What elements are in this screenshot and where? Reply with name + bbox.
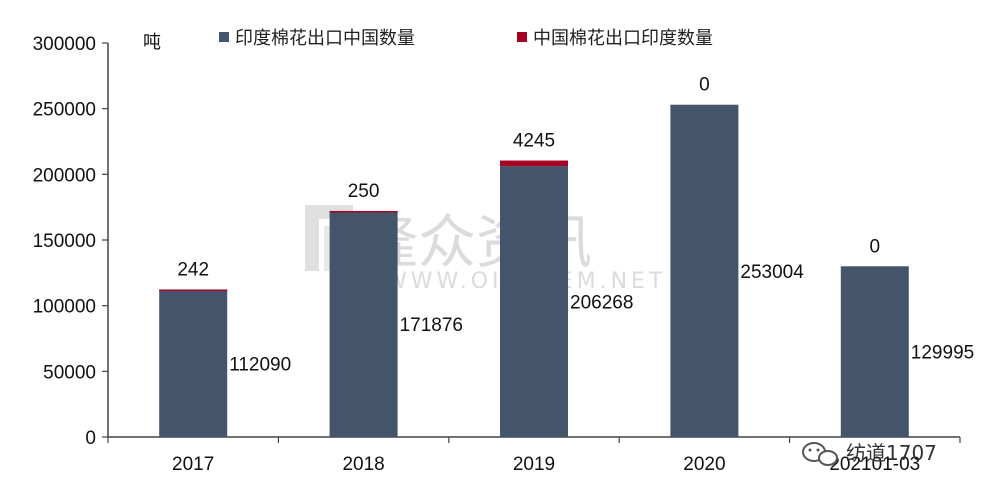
bar-2018-india-to-china (329, 211, 398, 437)
corner-badge-text: 纺道1707 (846, 441, 937, 465)
legend-swatch (517, 32, 527, 42)
legend: 印度棉花出口中国数量 中国棉花出口印度数量 (219, 28, 713, 49)
bars (159, 104, 909, 438)
bar-2020-india-to-china (670, 104, 739, 438)
data-label-china-to-india: 0 (870, 236, 881, 257)
y-tick-label: 200000 (33, 165, 96, 186)
data-label-china-to-india: 250 (348, 181, 380, 202)
data-label-india-to-china: 253004 (740, 262, 804, 283)
data-label-china-to-india: 4245 (513, 131, 555, 152)
bar-2017-india-to-china (159, 289, 228, 437)
data-labels: 112090 242 171876 250 206268 4245 253004 0 12999… (177, 75, 974, 376)
y-tick-label: 250000 (33, 100, 96, 121)
wechat-icon (802, 442, 838, 466)
y-tick-label: 50000 (43, 362, 96, 383)
y-tick-label: 0 (85, 428, 96, 449)
corner-badge: 纺道1707 (802, 441, 937, 466)
bar-2019-china-to-india (500, 160, 568, 167)
y-tick-label: 300000 (33, 34, 96, 55)
data-label-india-to-china: 129995 (911, 343, 974, 364)
y-tick-label: 100000 (33, 297, 96, 318)
y-unit-label: 吨 (143, 32, 161, 53)
x-tick-label: 2017 (172, 454, 214, 475)
bar-2019-india-to-china (500, 166, 568, 437)
x-tick-label: 2018 (342, 454, 384, 475)
data-label-india-to-china: 112090 (229, 354, 291, 375)
y-tick-label: 150000 (33, 231, 96, 252)
bar-2018-china-to-india (329, 210, 398, 213)
data-label-india-to-china: 171876 (400, 315, 463, 336)
data-label-china-to-india: 242 (177, 259, 209, 280)
x-tick-label: 2019 (513, 454, 555, 475)
legend-label: 印度棉花出口中国数量 (235, 28, 415, 49)
data-label-india-to-china: 206268 (570, 293, 633, 314)
data-label-china-to-india: 0 (699, 75, 710, 96)
x-tick-label: 2020 (683, 454, 725, 475)
bar-202101-03-india-to-china (840, 266, 909, 437)
bar-2017-china-to-india (159, 289, 228, 291)
x-tick-label: 202101-03 (829, 454, 920, 475)
legend-label: 中国棉花出口印度数量 (533, 28, 713, 49)
legend-swatch (219, 32, 229, 42)
